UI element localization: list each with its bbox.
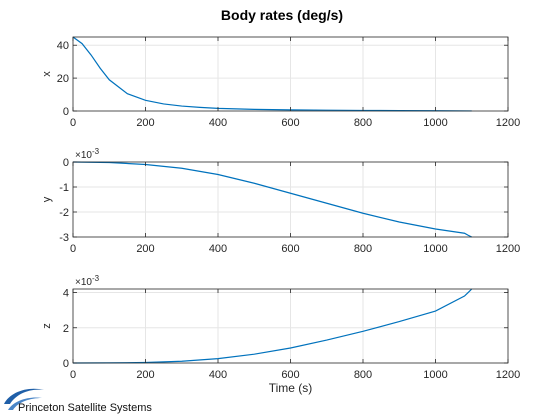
- x-tick-label: 600: [281, 117, 299, 129]
- series-line-y: [72, 161, 473, 238]
- x-tick-label: 600: [281, 369, 299, 381]
- y-tick-label: 2: [63, 323, 69, 335]
- x-tick-label: 400: [209, 117, 227, 129]
- subplot-y: 0 200 400 600 800 1000 1200 -3 -2 -1 0 ×10-3 y: [41, 147, 520, 255]
- x-tick-label: 800: [354, 117, 372, 129]
- y-tick-label: -1: [59, 182, 69, 194]
- x-tick-label: 600: [281, 243, 299, 255]
- y-axis-label: y: [41, 196, 53, 202]
- x-tick-label: 800: [354, 369, 372, 381]
- swoosh-logo-icon: [4, 388, 44, 410]
- logo-text: Princeton Satellite Systems: [18, 402, 152, 414]
- logo: Princeton Satellite Systems: [4, 388, 152, 414]
- y-axis-label: x: [41, 71, 53, 77]
- series-line-z: [72, 288, 473, 364]
- x-tick-label: 0: [70, 369, 76, 381]
- y-tick-label: 40: [57, 40, 69, 52]
- series-line-x: [72, 36, 472, 112]
- x-tick-label: 1000: [423, 243, 447, 255]
- y-axis-label: z: [41, 323, 53, 329]
- x-tick-label: 800: [354, 243, 372, 255]
- x-tick-label: 200: [136, 369, 154, 381]
- x-axis-label: Time (s): [269, 381, 313, 395]
- x-tick-label: 200: [136, 117, 154, 129]
- chart-title: Body rates (deg/s): [221, 7, 343, 23]
- x-tick-label: 1200: [496, 369, 520, 381]
- x-tick-label: 1000: [423, 369, 447, 381]
- y-exponent-label: ×10-3: [75, 274, 100, 288]
- y-tick-label: 0: [63, 157, 69, 169]
- x-tick-label: 0: [70, 117, 76, 129]
- x-tick-label: 1200: [496, 243, 520, 255]
- subplot-z: 0 200 400 600 800 1000 1200 0 2 4 ×10-3 z Time (s): [41, 274, 520, 395]
- y-tick-label: -2: [59, 207, 69, 219]
- y-tick-label: 0: [63, 106, 69, 118]
- subplot-x: 0 200 400 600 800 1000 1200 0 20 40 x: [41, 36, 520, 129]
- x-tick-label: 0: [70, 243, 76, 255]
- x-tick-label: 1200: [496, 117, 520, 129]
- y-tick-label: -3: [59, 232, 69, 244]
- y-tick-label: 0: [63, 358, 69, 370]
- x-tick-label: 1000: [423, 117, 447, 129]
- x-tick-label: 400: [209, 243, 227, 255]
- y-exponent-label: ×10-3: [75, 147, 100, 161]
- x-tick-label: 200: [136, 243, 154, 255]
- y-tick-label: 4: [63, 288, 69, 300]
- x-tick-label: 400: [209, 369, 227, 381]
- y-tick-label: 20: [57, 73, 69, 85]
